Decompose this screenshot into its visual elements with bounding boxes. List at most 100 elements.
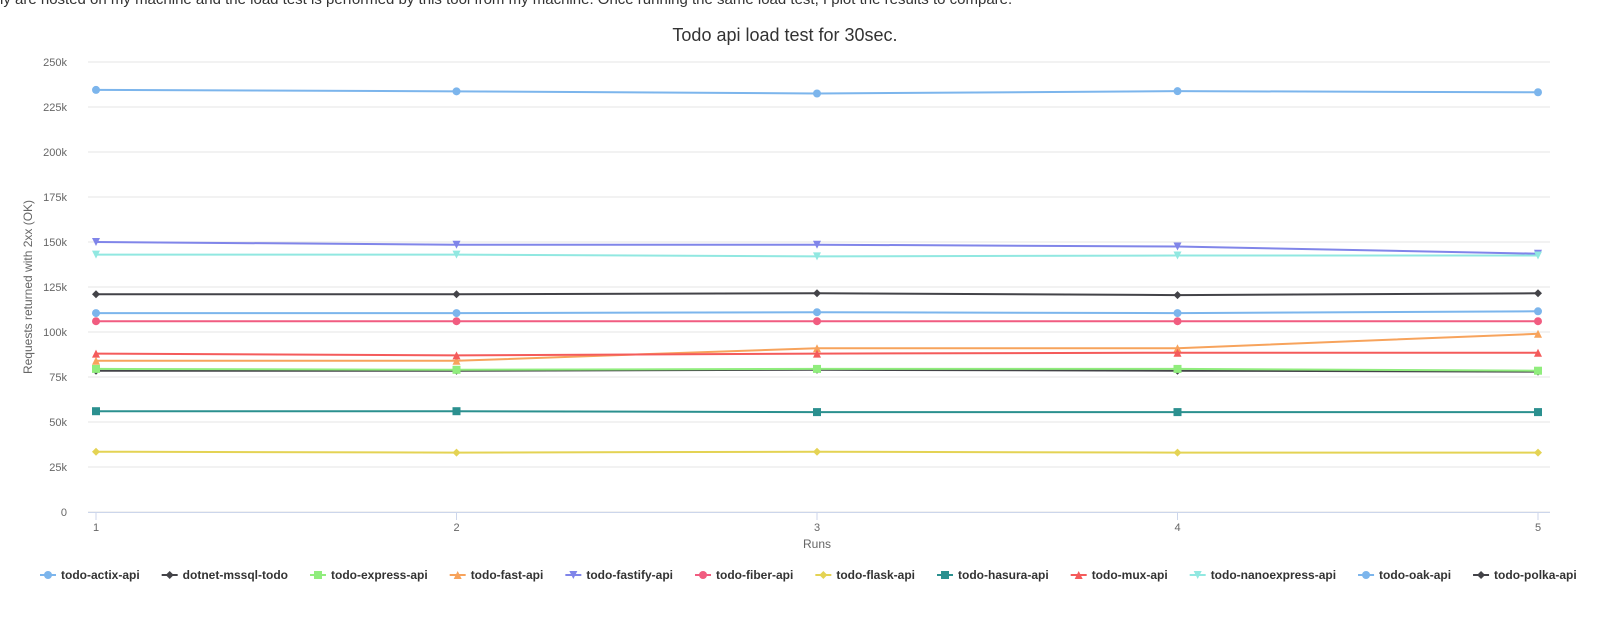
legend-marker <box>941 571 950 579</box>
legend-item-todo-fastify-api[interactable]: todo-fastify-api <box>565 568 673 582</box>
legend-item-todo-polka-api[interactable]: todo-polka-api <box>1473 568 1577 582</box>
data-point[interactable] <box>1173 448 1182 457</box>
legend-item-todo-express-api[interactable]: todo-express-api <box>310 568 428 582</box>
y-axis-label: Requests returned with 2xx (OK) <box>21 200 35 374</box>
data-point[interactable] <box>813 252 821 261</box>
legend-label: todo-polka-api <box>1494 568 1577 582</box>
series-todo-nanoexpress-api <box>92 250 1542 261</box>
legend-label: todo-fastify-api <box>586 568 673 582</box>
data-point[interactable] <box>92 317 100 326</box>
data-point[interactable] <box>92 349 100 358</box>
legend-marker <box>819 571 828 579</box>
data-point[interactable] <box>1534 348 1542 357</box>
data-point[interactable] <box>1173 87 1182 96</box>
data-point[interactable] <box>92 238 100 246</box>
data-point[interactable] <box>92 290 100 299</box>
data-point[interactable] <box>813 317 821 326</box>
data-point[interactable] <box>1173 348 1182 357</box>
legend-marker <box>314 571 322 579</box>
y-tick-label: 50k <box>49 417 67 429</box>
series-todo-mux-api <box>92 348 1542 360</box>
data-point[interactable] <box>452 240 461 249</box>
data-point[interactable] <box>92 85 100 94</box>
y-tick-label: 225k <box>43 102 67 114</box>
legend-label: todo-nanoexpress-api <box>1211 568 1336 582</box>
y-tick-label: 100k <box>43 327 67 339</box>
data-point[interactable] <box>1173 364 1182 373</box>
data-point[interactable] <box>813 240 821 249</box>
data-point[interactable] <box>813 289 821 298</box>
legend-item-todo-mux-api[interactable]: todo-mux-api <box>1070 568 1168 582</box>
data-point[interactable] <box>1534 366 1542 375</box>
data-point[interactable] <box>452 317 461 326</box>
data-point[interactable] <box>1173 309 1182 318</box>
series-todo-actix-api <box>92 85 1542 98</box>
data-point[interactable] <box>1534 317 1542 326</box>
data-point[interactable] <box>813 447 821 456</box>
x-tick-label: 1 <box>93 522 99 534</box>
series-todo-hasura-api <box>92 407 1542 417</box>
data-point[interactable] <box>92 364 100 373</box>
x-tick-label: 2 <box>453 522 459 534</box>
data-point[interactable] <box>92 407 100 416</box>
y-tick-label: 0 <box>61 507 67 519</box>
data-point[interactable] <box>452 448 461 457</box>
legend-marker <box>1193 571 1202 579</box>
data-point[interactable] <box>1173 408 1182 417</box>
data-point[interactable] <box>1534 448 1542 457</box>
data-point[interactable] <box>1173 344 1182 353</box>
data-point[interactable] <box>452 356 461 365</box>
data-point[interactable] <box>1173 251 1182 260</box>
legend: todo-actix-api dotnet-mssql-todo todo-expr… <box>40 568 1577 582</box>
legend-label: dotnet-mssql-todo <box>183 568 288 582</box>
data-point[interactable] <box>1534 289 1542 298</box>
data-point[interactable] <box>452 290 461 299</box>
data-point[interactable] <box>452 250 461 259</box>
legend-item-dotnet-mssql-todo[interactable]: dotnet-mssql-todo <box>161 568 288 582</box>
data-point[interactable] <box>813 308 821 317</box>
data-point[interactable] <box>1534 408 1542 417</box>
x-tick-label: 3 <box>814 522 820 534</box>
data-point[interactable] <box>92 309 100 318</box>
x-tick-label: 5 <box>1535 522 1541 534</box>
data-point[interactable] <box>1534 307 1542 316</box>
legend-item-todo-flask-api[interactable]: todo-flask-api <box>815 568 915 582</box>
series-todo-fiber-api <box>92 317 1542 326</box>
y-tick-label: 250k <box>43 57 67 69</box>
data-point[interactable] <box>92 356 100 365</box>
legend-item-todo-hasura-api[interactable]: todo-hasura-api <box>937 568 1049 582</box>
data-point[interactable] <box>813 364 821 373</box>
series-todo-oak-api <box>92 307 1542 318</box>
legend-label: todo-mux-api <box>1092 568 1168 582</box>
y-tick-label: 200k <box>43 147 67 159</box>
data-point[interactable] <box>1534 88 1542 97</box>
legend-item-todo-fiber-api[interactable]: todo-fiber-api <box>695 568 793 582</box>
data-point[interactable] <box>452 87 461 96</box>
data-point[interactable] <box>1534 329 1542 338</box>
legend-marker <box>1074 571 1083 579</box>
data-point[interactable] <box>452 365 461 374</box>
legend-item-todo-fast-api[interactable]: todo-fast-api <box>449 568 544 582</box>
data-point[interactable] <box>1534 251 1542 260</box>
data-point[interactable] <box>92 250 100 259</box>
data-point[interactable] <box>813 89 821 98</box>
legend-item-todo-nanoexpress-api[interactable]: todo-nanoexpress-api <box>1189 568 1336 582</box>
data-point[interactable] <box>813 344 821 353</box>
data-point[interactable] <box>452 351 461 360</box>
legend-label: todo-fiber-api <box>716 568 793 582</box>
data-point[interactable] <box>813 408 821 417</box>
legend-marker <box>44 571 52 579</box>
legend-item-todo-oak-api[interactable]: todo-oak-api <box>1358 568 1451 582</box>
legend-item-todo-actix-api[interactable]: todo-actix-api <box>40 568 140 582</box>
data-point[interactable] <box>92 447 100 456</box>
data-point[interactable] <box>1173 242 1182 251</box>
data-point[interactable] <box>813 349 821 358</box>
data-point[interactable] <box>1173 291 1182 300</box>
data-point[interactable] <box>452 309 461 318</box>
data-point[interactable] <box>1173 317 1182 326</box>
y-tick-label: 125k <box>43 282 67 294</box>
legend-marker <box>453 571 462 579</box>
data-point[interactable] <box>452 407 461 416</box>
legend-label: todo-oak-api <box>1379 568 1451 582</box>
